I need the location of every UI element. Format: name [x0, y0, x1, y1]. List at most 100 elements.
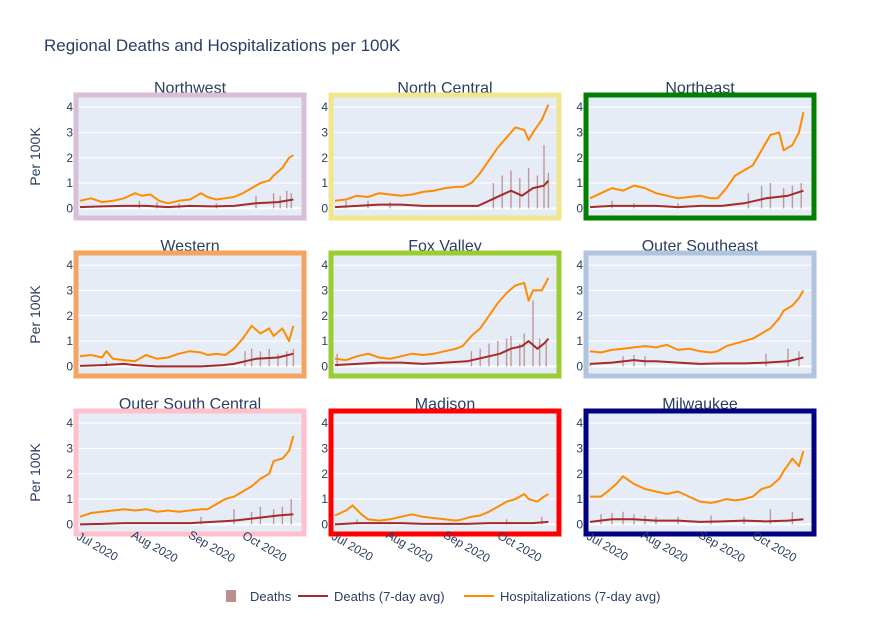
deaths-bar [787, 348, 789, 367]
legend-item-deaths-7-day-avg[interactable]: Deaths (7-day avg) [298, 589, 445, 604]
deaths-avg-line [334, 337, 550, 367]
deaths-bar [292, 348, 295, 367]
y-tick-label: 1 [321, 176, 328, 190]
y-tick-label: 1 [576, 492, 583, 506]
legend-label: Deaths (7-day avg) [334, 589, 445, 604]
y-tick-label: 2 [321, 309, 328, 323]
y-tick-label: 3 [66, 125, 73, 139]
deaths-bar [536, 175, 539, 209]
y-tick-label: 2 [321, 467, 328, 481]
deaths-avg-line [79, 513, 294, 526]
deaths-bar [545, 341, 547, 367]
deaths-bar [519, 343, 521, 367]
y-tick-label: 3 [321, 283, 328, 297]
y-tick-label: 4 [321, 100, 328, 114]
y-tick-label: 1 [66, 492, 73, 506]
panel-frame [583, 92, 817, 221]
deaths-bar [532, 300, 534, 367]
y-tick-label: 3 [576, 441, 583, 455]
deaths-avg-line [334, 520, 549, 526]
deaths-bar [259, 506, 262, 525]
y-tick-label: 4 [66, 100, 73, 114]
panel-frame [328, 408, 562, 537]
hospitalizations-line [334, 104, 550, 202]
y-tick-label: 4 [66, 416, 73, 430]
deaths-bar [345, 200, 347, 209]
hospitalizations-line [79, 324, 295, 363]
y-axis-label: Per 100K [27, 443, 43, 502]
deaths-bar [523, 333, 525, 367]
y-tick-label: 3 [576, 125, 583, 139]
hospitalizations-line [334, 493, 549, 522]
deaths-bar [156, 202, 158, 209]
deaths-bar [547, 172, 550, 209]
deaths-bar [272, 193, 275, 209]
deaths-bar [138, 200, 141, 209]
y-tick-label: 4 [321, 416, 328, 430]
deaths-bar [611, 200, 613, 209]
deaths-bar [505, 519, 508, 525]
deaths-avg-line [79, 198, 294, 209]
deaths-bar [527, 167, 530, 209]
y-tick-label: 1 [321, 334, 328, 348]
panel-frame [583, 408, 817, 537]
y-tick-label: 0 [66, 517, 73, 531]
deaths-bar [600, 514, 602, 525]
deaths-bar [791, 511, 794, 525]
deaths-bar [769, 509, 772, 525]
y-tick-label: 2 [66, 467, 73, 481]
y-tick-label: 1 [321, 492, 328, 506]
deaths-bar [336, 353, 338, 367]
deaths-bar [505, 338, 508, 367]
chart-title: Regional Deaths and Hospitalizations per… [44, 36, 401, 55]
y-tick-label: 1 [576, 334, 583, 348]
deaths-bar [250, 348, 253, 367]
y-tick-label: 0 [321, 359, 328, 373]
legend[interactable]: Deaths Deaths (7-day avg) Hospitalizations… [226, 589, 660, 604]
deaths-bar [622, 511, 624, 525]
y-tick-label: 3 [66, 441, 73, 455]
deaths-bar [791, 185, 794, 209]
deaths-avg-line [589, 356, 804, 365]
y-tick-label: 3 [66, 283, 73, 297]
deaths-avg-line [589, 518, 804, 523]
legend-item-deaths[interactable]: Deaths [226, 589, 292, 604]
plot-area [333, 255, 557, 374]
panel-frame [73, 92, 307, 221]
deaths-bar [782, 188, 785, 209]
deaths-bar [589, 363, 591, 367]
y-axis-label: Per 100K [27, 127, 43, 186]
y-tick-label: 0 [321, 517, 328, 531]
deaths-bar [277, 353, 279, 367]
deaths-bar [510, 336, 512, 367]
legend-label: Hospitalizations (7-day avg) [500, 589, 660, 604]
y-tick-label: 3 [321, 125, 328, 139]
legend-swatch [226, 590, 236, 602]
deaths-bar [747, 193, 750, 209]
y-tick-label: 1 [66, 334, 73, 348]
plot-area [588, 255, 812, 374]
hospitalizations-line [79, 435, 295, 518]
panel-frame [328, 92, 562, 221]
deaths-bar [501, 175, 503, 209]
hospitalizations-line [334, 277, 550, 362]
plot-area [588, 97, 812, 216]
hospitalizations-line [589, 111, 805, 200]
y-tick-label: 4 [576, 416, 583, 430]
deaths-bar [356, 519, 358, 525]
deaths-bar [244, 351, 246, 367]
deaths-bar [677, 203, 679, 209]
legend-item-hospitalizations-7-day-avg[interactable]: Hospitalizations (7-day avg) [464, 589, 660, 604]
deaths-bar [710, 515, 712, 525]
y-tick-label: 1 [66, 176, 73, 190]
y-tick-label: 0 [576, 201, 583, 215]
deaths-bar [769, 183, 772, 209]
deaths-avg-line [334, 179, 550, 209]
plot-area [588, 413, 812, 532]
deaths-bar [800, 183, 802, 209]
y-tick-label: 4 [576, 100, 583, 114]
